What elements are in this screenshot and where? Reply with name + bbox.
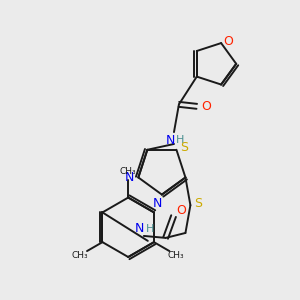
Text: CH₃: CH₃ (120, 167, 136, 176)
Text: N: N (153, 197, 163, 210)
Text: O: O (223, 34, 233, 48)
Text: N: N (135, 223, 145, 236)
Text: O: O (202, 100, 212, 113)
Text: N: N (125, 171, 134, 184)
Text: CH₃: CH₃ (168, 250, 184, 260)
Text: CH₃: CH₃ (72, 250, 88, 260)
Text: N: N (165, 134, 175, 146)
Text: H: H (146, 224, 154, 234)
Text: O: O (176, 204, 186, 217)
Text: S: S (180, 141, 188, 154)
Text: S: S (194, 197, 202, 210)
Text: H: H (176, 135, 184, 145)
